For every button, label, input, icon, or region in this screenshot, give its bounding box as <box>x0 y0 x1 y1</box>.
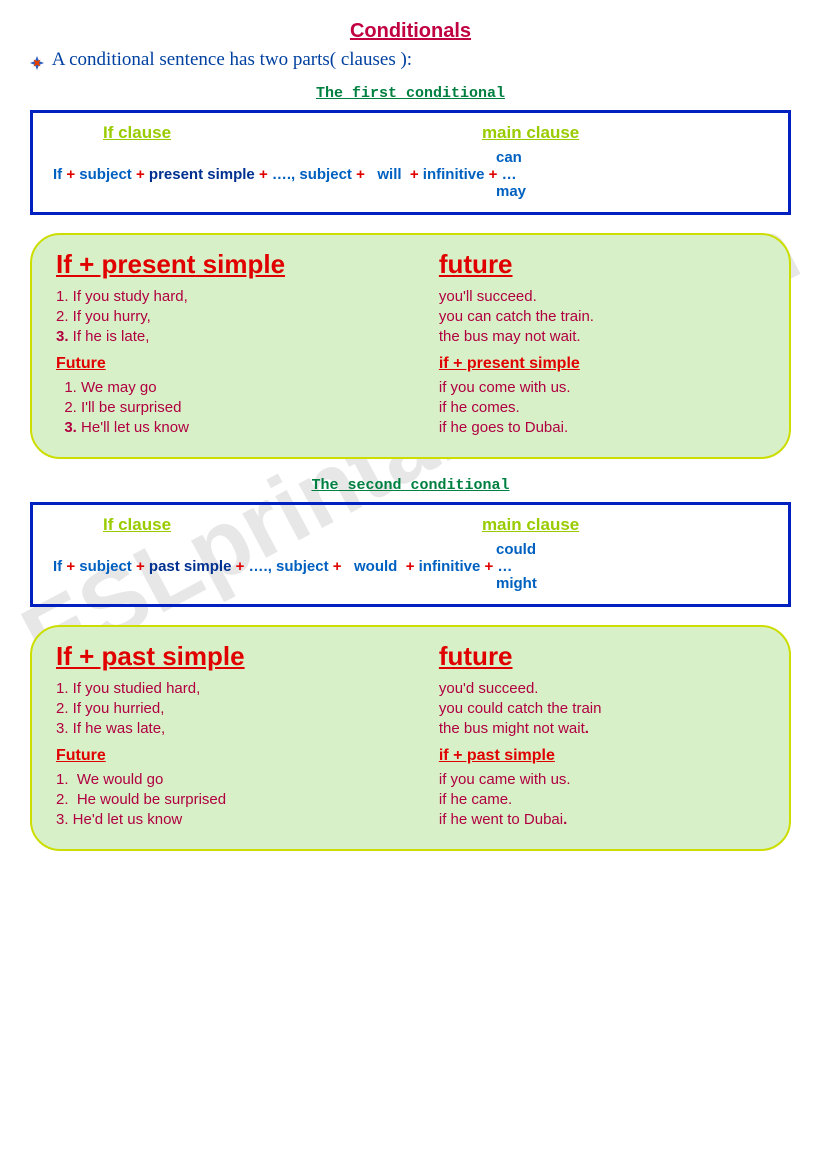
second-examples-box: If + past simple future 1. If you studie… <box>30 625 791 851</box>
ex-l: 2. I'll be surprised <box>56 399 439 416</box>
ex-r: if you come with us. <box>439 379 571 396</box>
clause-headers: If clause main clause <box>53 515 768 535</box>
f-subj: subject <box>75 558 136 575</box>
ex-l: 3. If he was late, <box>56 720 439 737</box>
bullet-icon <box>30 54 44 68</box>
ex-l: 1. If you studied hard, <box>56 680 439 697</box>
ex-l: 3. If he is late, <box>56 328 439 345</box>
ex-sub-r: if + past simple <box>439 747 555 765</box>
ex-row: 3. He'd let us knowif he went to Dubai. <box>56 811 765 828</box>
ex-l: 2. If you hurried, <box>56 700 439 717</box>
ex-h-right: future <box>439 641 513 672</box>
ex-r: you'd succeed. <box>439 680 539 697</box>
f-plus: + <box>66 558 75 575</box>
main-clause-header: main clause <box>482 123 579 143</box>
f-tense-t: past simple <box>149 558 232 575</box>
ex-l: 3. He'd let us know <box>56 811 439 828</box>
f-would: would <box>354 558 397 575</box>
clause-headers: If clause main clause <box>53 123 768 143</box>
ex-row: 2. He would be surprisedif he came. <box>56 791 765 808</box>
f-dots: …., <box>268 166 300 183</box>
f-plus2: + <box>136 166 145 183</box>
f-plus: + <box>66 166 75 183</box>
ex-header-2: If + past simple future <box>56 641 765 672</box>
f-trail: … <box>497 166 516 183</box>
f-inf: infinitive <box>414 558 484 575</box>
second-formula-line: If + subject + past simple + …., subject… <box>53 558 768 575</box>
if-clause-header: If clause <box>53 123 482 143</box>
ex-r: if he comes. <box>439 399 520 416</box>
ex-sub-header: Future if + past simple <box>56 747 765 765</box>
ex-r: if you came with us. <box>439 771 571 788</box>
first-examples-box: If + present simple future 1. If you stu… <box>30 233 791 459</box>
ex-r: if he goes to Dubai. <box>439 419 568 436</box>
ex-row: 1. We would goif you came with us. <box>56 771 765 788</box>
f-if: If <box>53 558 66 575</box>
ex-row: 2. I'll be surprisedif he comes. <box>56 399 765 416</box>
f-plus5: + <box>410 166 419 183</box>
f-subj: subject <box>75 166 136 183</box>
f-dots: …., <box>244 558 276 575</box>
ex-h-left: If + past simple <box>56 641 439 672</box>
main-clause-header: main clause <box>482 515 579 535</box>
ex-l: 1. We would go <box>56 771 439 788</box>
f-inf: infinitive <box>419 166 489 183</box>
ex-l: 3. He'll let us know <box>56 419 439 436</box>
ex-sub-l: Future <box>56 747 439 765</box>
ex-l: 2. He would be surprised <box>56 791 439 808</box>
second-section-title: The second conditional <box>30 477 791 494</box>
ex-row: 2. If you hurry,you can catch the train. <box>56 308 765 325</box>
modal-could: could <box>496 541 768 558</box>
intro-line: A conditional sentence has two parts( cl… <box>30 49 791 71</box>
ex-row: 3. He'll let us knowif he goes to Dubai. <box>56 419 765 436</box>
f-if: If <box>53 166 66 183</box>
f-subj2: subject <box>299 166 356 183</box>
f-tense-t: present simple <box>149 166 255 183</box>
f-will: will <box>377 166 401 183</box>
modal-may: may <box>496 183 768 200</box>
main-title: Conditionals <box>30 20 791 43</box>
ex-header-1: If + present simple future <box>56 249 765 280</box>
ex-sub-l: Future <box>56 355 439 373</box>
f-plus2: + <box>136 558 145 575</box>
intro-text: A conditional sentence has two parts( cl… <box>52 49 412 70</box>
ex-r: if he came. <box>439 791 512 808</box>
ex-sub-header: Future if + present simple <box>56 355 765 373</box>
ex-h-right: future <box>439 249 513 280</box>
ex-row: 3. If he was late,the bus might not wait… <box>56 720 765 737</box>
ex-l: 2. If you hurry, <box>56 308 439 325</box>
document-content: Conditionals A conditional sentence has … <box>30 20 791 851</box>
ex-row: 1. If you study hard,you'll succeed. <box>56 288 765 305</box>
ex-l: 1. If you study hard, <box>56 288 439 305</box>
ex-r: the bus may not wait. <box>439 328 581 345</box>
modal-might: might <box>496 575 768 592</box>
f-plus6: + <box>484 558 493 575</box>
modal-can: can <box>496 149 768 166</box>
ex-r: you could catch the train <box>439 700 602 717</box>
if-clause-header: If clause <box>53 515 482 535</box>
ex-r: you can catch the train. <box>439 308 594 325</box>
ex-r: the bus might not wait. <box>439 720 589 737</box>
ex-h-left: If + present simple <box>56 249 439 280</box>
ex-row: 1. We may goif you come with us. <box>56 379 765 396</box>
ex-r: you'll succeed. <box>439 288 537 305</box>
ex-sub-r: if + present simple <box>439 355 580 373</box>
ex-row: 1. If you studied hard,you'd succeed. <box>56 680 765 697</box>
first-section-title: The first conditional <box>30 85 791 102</box>
first-formula-line: If + subject + present simple + …., subj… <box>53 166 768 183</box>
ex-l: 1. We may go <box>56 379 439 396</box>
first-formula-box: If clause main clause can If + subject +… <box>30 110 791 215</box>
second-formula-box: If clause main clause could If + subject… <box>30 502 791 607</box>
f-plus4: + <box>333 558 342 575</box>
f-plus4: + <box>356 166 365 183</box>
f-plus3: + <box>259 166 268 183</box>
ex-row: 2. If you hurried,you could catch the tr… <box>56 700 765 717</box>
ex-row: 3. If he is late,the bus may not wait. <box>56 328 765 345</box>
f-subj2: subject <box>276 558 333 575</box>
f-trail: … <box>493 558 512 575</box>
ex-r: if he went to Dubai. <box>439 811 567 828</box>
